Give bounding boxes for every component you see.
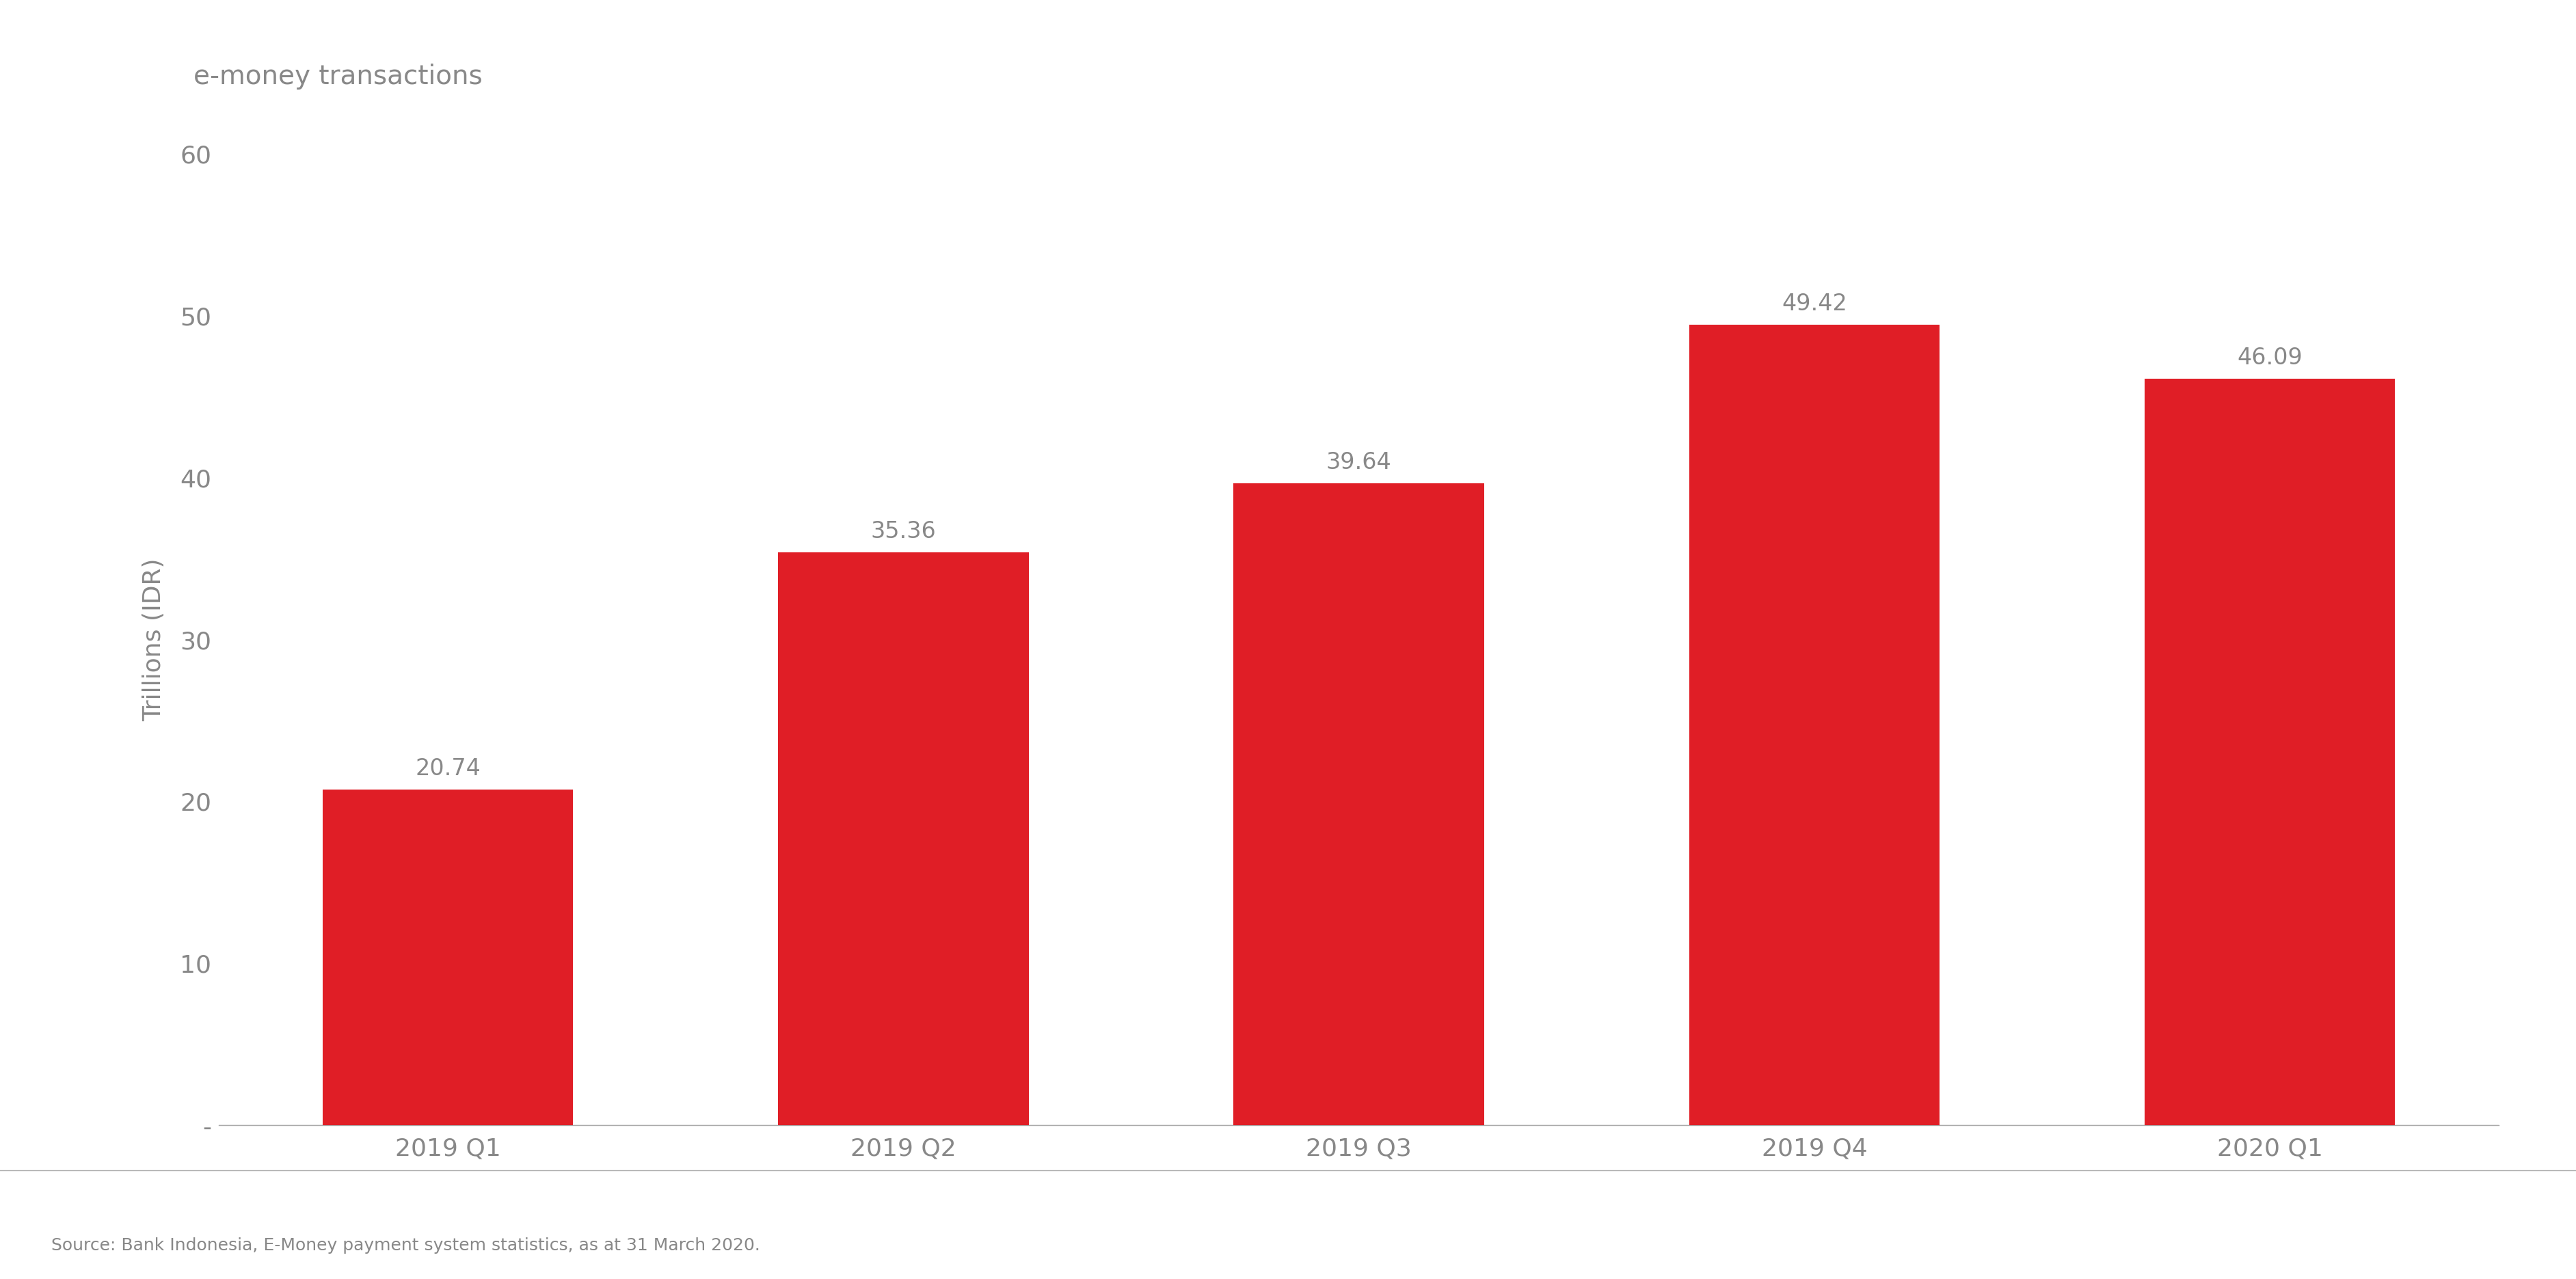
- Bar: [2146, 379, 2396, 1126]
- Y-axis label: Trillions (IDR): Trillions (IDR): [142, 558, 165, 721]
- Text: 39.64: 39.64: [1327, 451, 1391, 473]
- Text: 20.74: 20.74: [415, 757, 482, 780]
- Bar: [1234, 483, 1484, 1126]
- Text: e-money transactions: e-money transactions: [193, 64, 482, 90]
- Bar: [322, 789, 572, 1126]
- Text: Source: Bank Indonesia, E-Money payment system statistics, as at 31 March 2020.: Source: Bank Indonesia, E-Money payment …: [52, 1237, 760, 1253]
- Text: 49.42: 49.42: [1783, 293, 1847, 315]
- Bar: [1690, 325, 1940, 1126]
- Bar: [778, 553, 1028, 1126]
- Text: 35.36: 35.36: [871, 521, 935, 544]
- Text: 46.09: 46.09: [2236, 347, 2303, 370]
